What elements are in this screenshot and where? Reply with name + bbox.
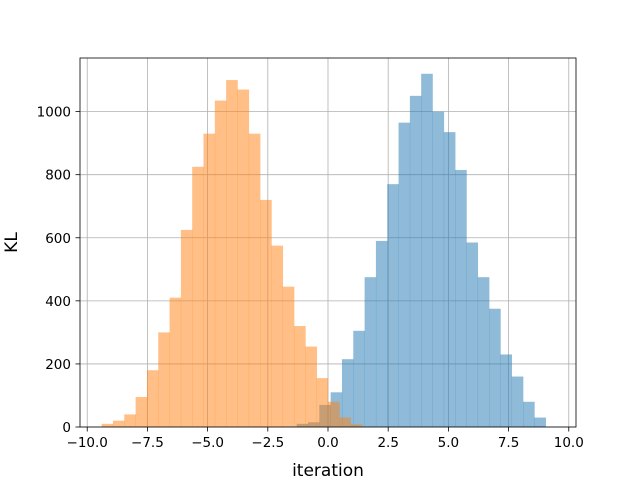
histogram-bar-series-2 (124, 414, 136, 427)
histogram-bar-series-1 (375, 240, 388, 427)
y-tick-label: 400 (45, 294, 71, 310)
histogram-bar-series-1 (432, 111, 445, 427)
histogram-bar-series-1 (364, 277, 377, 427)
histogram-bar-series-2 (192, 166, 204, 428)
x-tick-label: 2.5 (377, 435, 398, 451)
histogram-bar-series-1 (489, 308, 501, 427)
histogram-bar-series-2 (135, 397, 148, 427)
histogram-bar-series-2 (112, 420, 125, 427)
y-tick-label: 600 (45, 231, 71, 247)
histogram-bar-series-2 (214, 100, 227, 428)
histogram-bar-series-1 (398, 122, 411, 428)
y-tick-label: 800 (45, 168, 71, 184)
x-tick-label: −7.5 (131, 435, 164, 451)
histogram-bar-series-2 (282, 286, 295, 427)
x-tick-label: −5.0 (191, 435, 224, 451)
x-tick-label: 10.0 (554, 435, 584, 451)
histogram-bar-series-2 (146, 370, 159, 427)
x-tick-label: 0.0 (317, 435, 338, 451)
histogram-bar-series-2 (203, 133, 216, 427)
y-tick-label: 1000 (37, 105, 71, 121)
histogram-bar-series-1 (511, 376, 524, 427)
histogram-bar-series-1 (353, 330, 365, 427)
histogram-bar-series-2 (294, 326, 306, 427)
histogram-bar-series-1 (534, 417, 546, 427)
histogram-bar-series-2 (248, 133, 261, 427)
histogram-bar-series-1 (466, 242, 479, 427)
histogram-bar-series-1 (341, 359, 354, 427)
histogram-bar-series-2 (237, 89, 250, 428)
histogram-bar-series-2 (158, 332, 170, 427)
histogram-bar-series-2 (328, 401, 340, 427)
axis-ticks: −10.0 −7.5 −5.0 −2.5 0.0 2.5 5.0 7.5 10.0 0 200 400… (37, 105, 584, 451)
histogram-bar-series-1 (477, 277, 490, 427)
histogram-bar-series-2 (180, 229, 193, 427)
x-tick-label: −10.0 (67, 435, 108, 451)
histogram-bar-series-1 (409, 95, 422, 427)
histogram-bar-series-2 (226, 80, 238, 428)
histogram-bar-series-1 (443, 132, 456, 427)
histogram-bar-series-2 (169, 297, 182, 427)
histogram-bar-series-2 (350, 424, 363, 427)
histogram-bar-series-2 (339, 417, 351, 427)
y-tick-label: 200 (45, 357, 71, 373)
x-tick-label: −2.5 (251, 435, 284, 451)
histogram-bar-series-1 (387, 184, 399, 427)
histogram-bar-series-1 (455, 169, 467, 427)
histogram-bar-series-2 (316, 378, 329, 427)
histogram-bar-series-2 (305, 346, 317, 427)
y-tick-label: 0 (62, 420, 71, 436)
histogram-bar-series-1 (421, 73, 433, 428)
x-axis-label: iteration (292, 461, 364, 480)
histogram-bars (101, 73, 546, 428)
histogram-bar-series-2 (260, 199, 272, 427)
y-axis-label: KL (2, 232, 22, 253)
histogram-bar-series-1 (523, 401, 535, 427)
histogram-bar-series-2 (271, 245, 284, 427)
histogram-bar-series-2 (101, 423, 114, 427)
x-tick-label: 7.5 (498, 435, 519, 451)
x-tick-label: 5.0 (438, 435, 459, 451)
histogram-bar-series-1 (500, 354, 513, 427)
